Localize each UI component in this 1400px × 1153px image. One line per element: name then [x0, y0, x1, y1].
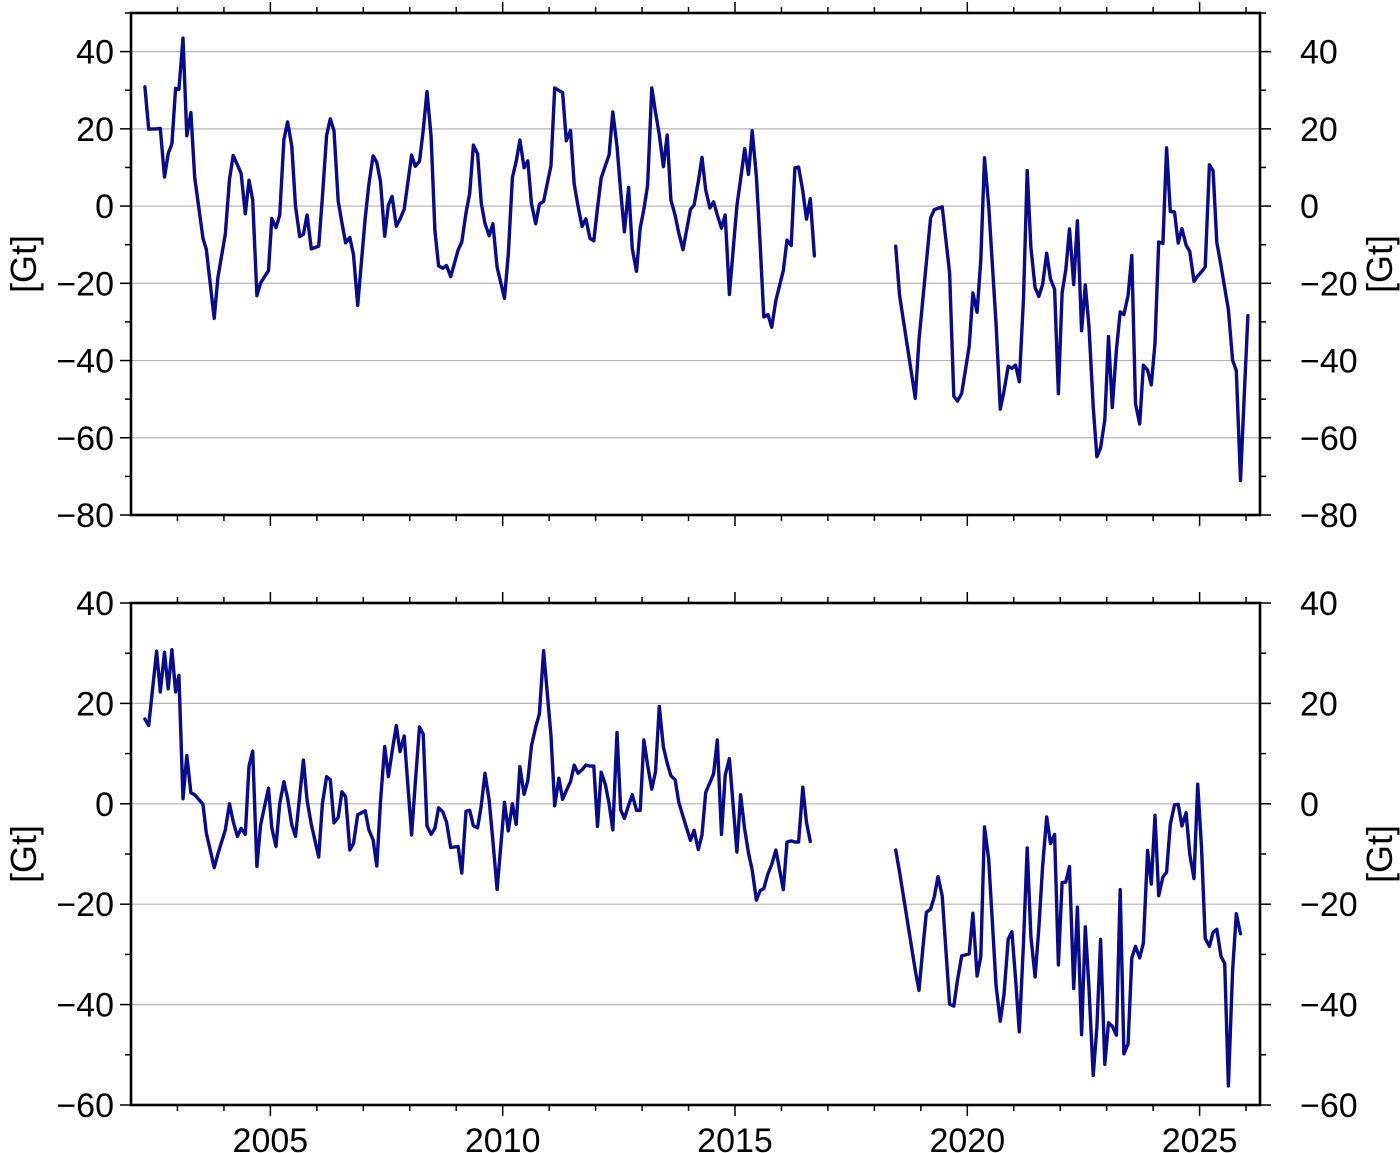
- y-tick-label-right: −60: [1300, 1087, 1358, 1125]
- plot-frame: [129, 601, 1262, 1107]
- y-tick-label-right: 20: [1300, 111, 1338, 149]
- x-tick-label: 2005: [233, 1122, 309, 1153]
- y-tick-label-right: 40: [1300, 34, 1338, 72]
- y-tick-label-right: −20: [1300, 265, 1358, 303]
- y-tick-label-left: −80: [56, 497, 114, 535]
- x-tick-label: 2015: [697, 1122, 773, 1153]
- y-tick-label-left: −40: [56, 343, 114, 381]
- y-tick-label-right: 40: [1300, 585, 1338, 623]
- y-tick-label-right: −60: [1300, 420, 1358, 458]
- y-axis-title-left: [Gt]: [3, 825, 44, 883]
- y-tick-label-left: 20: [76, 111, 114, 149]
- y-tick-label-left: 20: [76, 685, 114, 723]
- x-tick-label: 2020: [929, 1122, 1005, 1153]
- chart-top: 40 40 20 20 0 0 −20 −20 −40 −40 −60 −60 −80 −80 [Gt] [G…: [3, 2, 1400, 535]
- y-tick-label-left: −20: [56, 265, 114, 303]
- series-line-segment-1: [143, 36, 817, 329]
- plot-frame: [129, 11, 1262, 517]
- y-tick-label-right: 0: [1300, 188, 1319, 226]
- y-axis-title-right: [Gt]: [1359, 235, 1400, 293]
- y-tick-label-left: 40: [76, 34, 114, 72]
- y-tick-label-left: 40: [76, 585, 114, 623]
- series-line-segment-1: [143, 648, 812, 902]
- y-tick-label-left: −60: [56, 1087, 114, 1125]
- series-line-segment-2: [894, 146, 1250, 483]
- series-line-segment-2: [894, 782, 1243, 1088]
- y-tick-label-right: −40: [1300, 987, 1358, 1025]
- y-tick-label-left: 0: [95, 188, 114, 226]
- y-axis-title-right: [Gt]: [1359, 825, 1400, 883]
- y-tick-label-left: 0: [95, 786, 114, 824]
- x-tick-label: 2025: [1162, 1122, 1238, 1153]
- x-tick-label: 2010: [465, 1122, 541, 1153]
- y-tick-label-right: 20: [1300, 685, 1338, 723]
- y-axis-title-left: [Gt]: [3, 235, 44, 293]
- y-tick-label-right: −20: [1300, 886, 1358, 924]
- y-tick-label-left: −60: [56, 420, 114, 458]
- y-tick-label-right: −40: [1300, 343, 1358, 381]
- y-tick-label-left: −40: [56, 987, 114, 1025]
- y-tick-label-right: −80: [1300, 497, 1358, 535]
- y-tick-label-right: 0: [1300, 786, 1319, 824]
- y-tick-label-left: −20: [56, 886, 114, 924]
